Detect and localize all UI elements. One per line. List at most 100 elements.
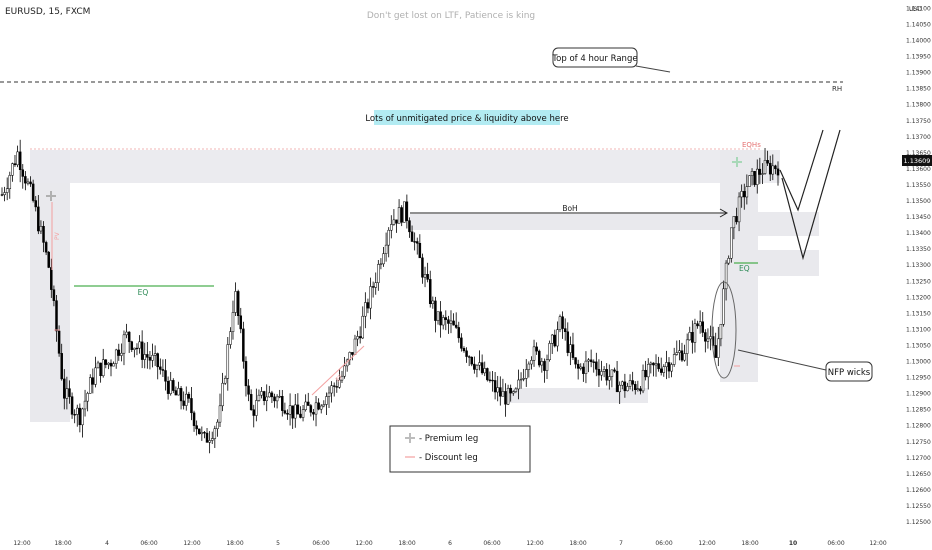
candle-body [239,315,243,330]
x-tick-label: 12:00 [183,540,200,547]
candle-body [351,352,354,355]
candle-body [223,378,227,384]
candle-body [768,162,772,175]
candle-body [514,388,518,392]
candle-body [174,390,178,396]
candle-body [421,257,424,278]
x-tick-label: 06:00 [140,540,157,547]
y-tick-label: 1.12500 [906,519,931,526]
y-tick-label: 1.13900 [906,70,931,77]
candle-body [548,343,551,361]
candle-body [641,369,645,392]
candle-body [109,362,113,367]
x-tick-label: 12:00 [698,540,715,547]
candle-body [153,353,157,356]
x-axis[interactable]: 12:00 18:00 4 06:00 12:00 18:00 5 06:00 12:00 18:… [13,540,886,547]
candle-body [449,320,453,324]
candle-body [470,356,474,365]
candle-body [701,321,704,333]
y-tick-label: 1.13850 [906,86,931,93]
candle-body [610,369,614,377]
candle-body [618,384,621,393]
candle-body [662,366,666,373]
candle-body [639,388,642,392]
candle-body [21,169,25,177]
candle-body [255,400,258,416]
premium-legend-icon [405,433,415,443]
candle-body [467,356,471,358]
candle-body [281,395,284,411]
eq-label-left: EQ [138,288,149,297]
candle-body [732,216,736,229]
candle-body [65,388,69,399]
candle-body [608,376,611,381]
candle-body [408,220,411,233]
x-tick-label: 18:00 [226,540,243,547]
candle-body [600,371,603,376]
candle-body [540,361,544,366]
candle-body [659,368,663,373]
candles [0,139,780,454]
candle-body [210,438,214,441]
y-tick-label: 1.14100 [906,5,931,12]
candle-body [605,369,608,381]
candle-body [631,380,634,385]
candle-body [774,165,777,170]
candle-body [444,317,448,320]
candle-body [187,393,191,399]
candle-body [88,377,92,394]
candle-body [771,165,775,175]
y-tick-label: 1.12750 [906,439,931,446]
candle-body [491,379,494,382]
y-tick-label: 1.13450 [906,214,931,221]
candle-body [587,359,590,362]
range-top-label: Top of 4 hour Range [551,54,637,64]
candle-body [231,312,235,332]
y-tick-label: 1.14050 [906,21,931,28]
candle-body [530,360,533,365]
candle-body [60,353,63,380]
y-axis[interactable]: 1.14100 1.14050 1.14000 1.13950 1.13900 1.138… [906,5,931,526]
candle-body [392,219,396,225]
candle-body [182,400,185,406]
candle-body [426,274,429,280]
candle-body [366,302,370,309]
candle-body [652,362,655,366]
candle-body [755,168,759,185]
candle-body [257,394,261,401]
premium-marker-left [46,191,56,201]
nfp-pointer-line [737,349,827,371]
candle-body [353,338,357,355]
candle-body [68,388,71,397]
candle-body [776,168,780,176]
candle-body [216,421,219,429]
liquidity-note: Lots of unmitigated price & liquidity ab… [365,114,568,124]
candle-body [763,160,767,174]
candle-body [260,391,263,396]
candle-body [169,380,172,394]
candle-body [247,385,250,395]
candle-body [208,440,211,443]
candle-body [628,380,632,387]
candle-body [454,324,458,328]
candle-body [299,413,302,418]
candle-body [140,341,144,360]
y-tick-label: 1.12700 [906,455,931,462]
candle-body [517,379,520,390]
candle-body [522,378,525,380]
candle-body [374,282,377,288]
candle-body [11,163,14,176]
y-tick-label: 1.12900 [906,391,931,398]
candle-body [537,350,541,366]
y-axis-unit: USD [909,6,922,13]
legend-premium-label: - Premium leg [419,434,478,444]
candle-body [249,394,253,410]
candle-body [582,366,585,374]
x-tick-label: 7 [619,540,623,547]
candle-body [5,188,9,193]
candle-body [0,194,4,196]
candle-body [164,370,167,382]
candle-body [306,401,310,406]
candle-body [377,264,380,283]
